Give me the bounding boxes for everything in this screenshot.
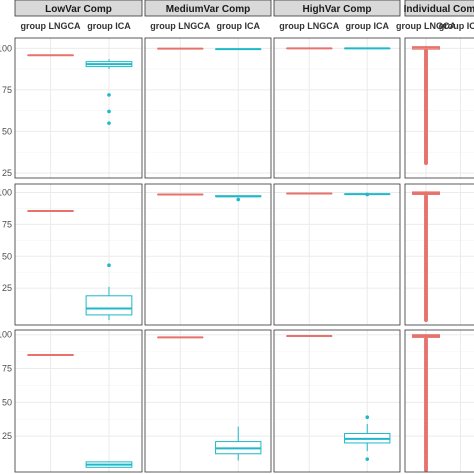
panel-1-2 [145,38,271,178]
outlier-LNGCA [424,337,428,342]
panel-border [144,183,272,326]
panel-border [14,183,143,326]
y-tick-label: 50 [2,397,12,407]
panel-border [14,37,143,179]
panel-3-2 [145,330,271,472]
y-tick-label: 50 [2,126,12,136]
panel-background [15,330,142,472]
panel-2-1 [15,184,142,325]
panel-3-3 [274,330,400,472]
y-tick-label: 75 [2,364,12,374]
facet-strip-label: HighVar Comp [303,4,372,15]
group-tick-label: group LNGCA [396,21,456,31]
group-tick-label: group LNGCA [279,21,339,31]
panel-background [405,330,474,472]
group-tick-label: group ICA [87,21,131,31]
panel-background [145,38,271,178]
panel-border [273,37,401,179]
y-tick-label: 100 [0,188,12,198]
outlier-ICA [365,192,370,197]
panel-border [273,183,401,326]
panel-3-4 [405,330,474,472]
outlier-ICA [365,457,370,461]
panel-border [273,329,401,473]
box-ICA [85,295,133,316]
facet-strip-label: MediumVar Comp [166,4,250,15]
group-tick-label: group LNGCA [150,21,210,31]
panel-2-2 [145,184,271,325]
y-tick-label: 75 [2,219,12,229]
group-tick-label: group ICA [345,21,389,31]
group-tick-label: group ICA [439,21,474,31]
y-tick-label: 50 [2,251,12,261]
facet-strip-label: Individual Comp [404,4,474,15]
panel-background [274,330,400,472]
outlier-LNGCA [424,48,428,53]
group-tick-label: group ICA [216,21,260,31]
facet-strip [144,0,272,17]
panel-background [15,38,142,178]
y-tick-label: 100 [0,43,12,53]
y-tick-label: 25 [2,168,12,178]
panel-background [405,184,474,325]
facet-strip-label: LowVar Comp [45,4,112,15]
facet-strip [404,0,474,17]
panel-border [14,329,143,473]
panel-1-4 [405,38,474,178]
panel-3-1 [15,330,142,472]
panel-border [404,183,474,326]
panel-2-4 [405,184,474,325]
outlier-ICA [107,93,111,97]
group-tick-label: group LNGCA [21,21,81,31]
outlier-ICA [107,263,111,267]
panel-border [404,37,474,179]
panel-background [274,184,400,325]
outlier-ICA [107,109,111,114]
y-tick-label: 100 [0,330,12,340]
outlier-ICA [365,415,370,420]
panel-background [145,184,271,325]
outlier-ICA [107,121,111,125]
panel-background [274,38,400,178]
panel-border [404,329,474,473]
panel-border [144,329,272,473]
y-tick-label: 25 [2,431,12,441]
panel-1-1 [15,38,142,178]
outlier-LNGCA [424,194,428,199]
panel-1-3 [274,38,400,178]
panel-background [405,38,474,178]
facet-strip [14,0,143,17]
y-tick-label: 25 [2,283,12,293]
y-tick-label: 75 [2,85,12,95]
outlier-ICA [236,197,241,202]
panel-2-3 [274,184,400,325]
facet-strip [273,0,401,17]
panel-border [144,37,272,179]
